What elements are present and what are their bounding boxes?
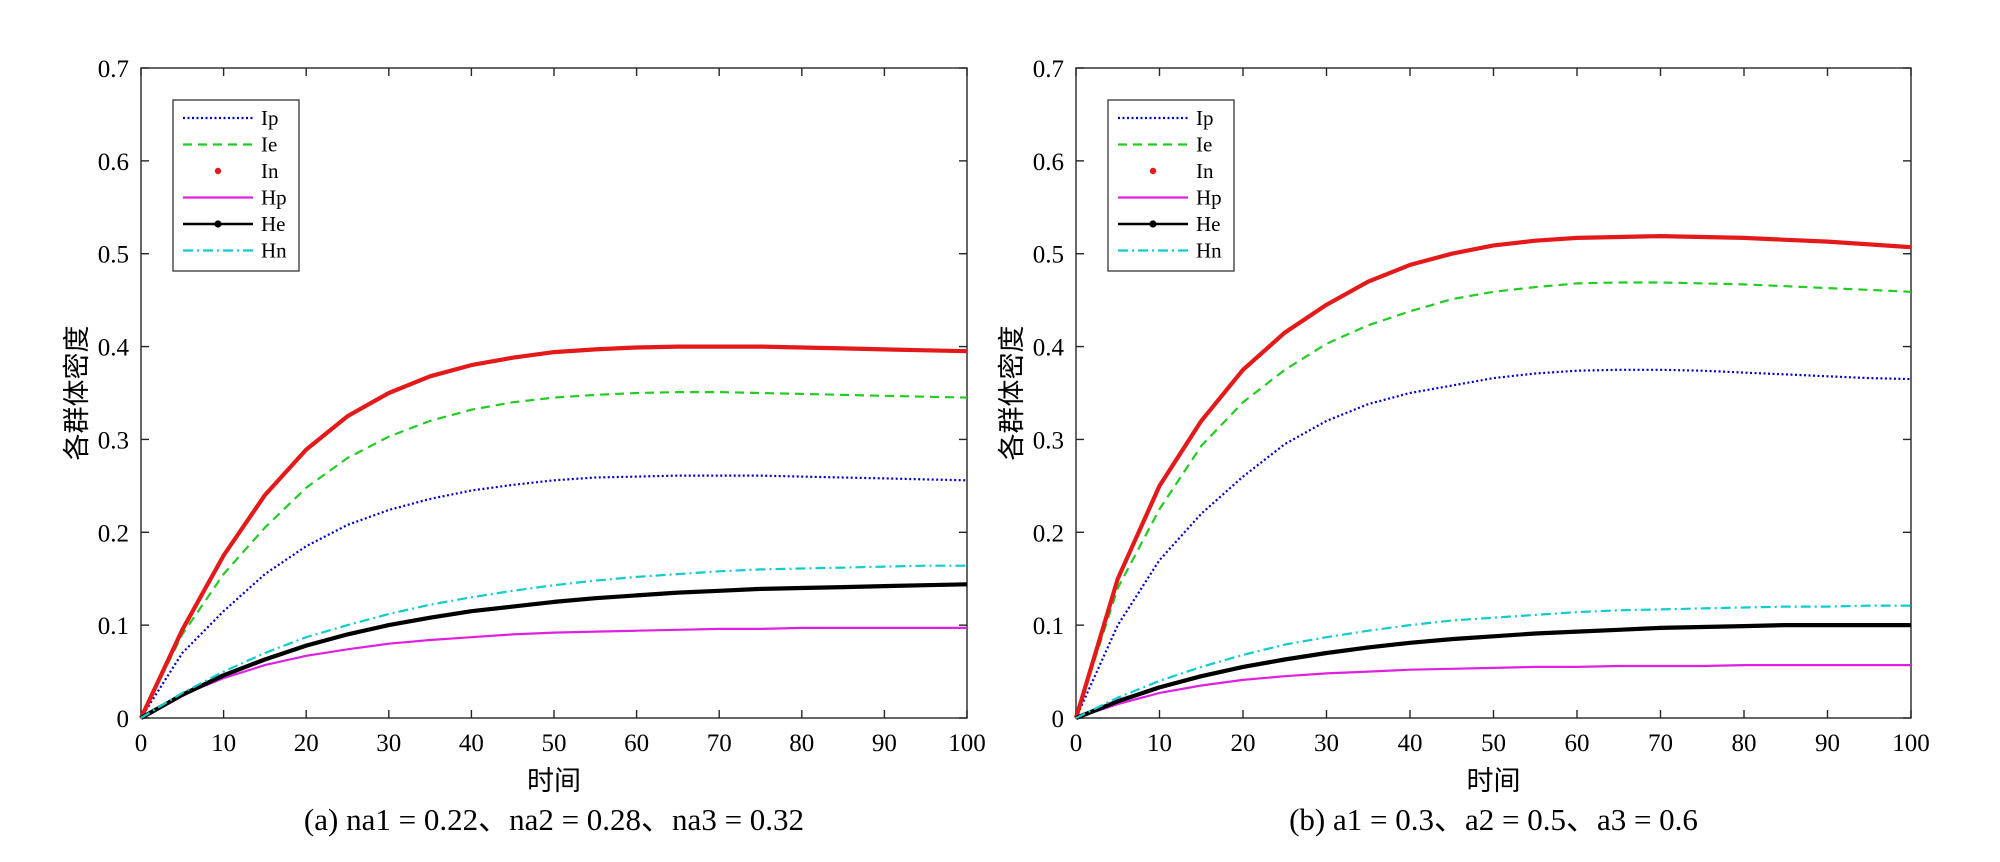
x-tick-label: 90 [1815, 730, 1840, 757]
y-axis-label: 各群体密度 [62, 326, 92, 461]
chart-panel-b: 0 10 20 30 40 50 60 70 80 90 100 0 0.1 0.2 0.3 0.4 0.5 0.… [997, 56, 1930, 837]
legend-box [172, 99, 300, 272]
x-tick-label: 20 [294, 730, 319, 757]
series-line-he [139, 582, 968, 720]
y-tick-label: 0 [1052, 706, 1065, 733]
x-tick-label: 100 [948, 730, 986, 757]
series-line-ie [1074, 281, 1912, 719]
series-line-in [139, 344, 968, 719]
y-tick-label: 0.4 [98, 335, 130, 362]
y-tick-label: 0.2 [98, 520, 129, 547]
y-tick-label: 0.7 [1033, 56, 1064, 83]
legend-label-ie: Ie [261, 133, 277, 157]
y-tick-label: 0 [117, 706, 130, 733]
x-tick-label: 40 [1398, 730, 1423, 757]
series-line-hp [140, 626, 967, 719]
y-tick-label: 0.7 [98, 56, 129, 83]
legend-label-ip: Ip [261, 106, 279, 130]
y-tick-label: 0.4 [1033, 335, 1065, 362]
legend-label-hp: Hp [1196, 186, 1222, 210]
x-tick-label: 90 [872, 730, 897, 757]
legend-label-ip: Ip [1196, 106, 1214, 130]
legend-label-hn: Hn [1196, 239, 1222, 263]
x-tick-label: 20 [1231, 730, 1256, 757]
legend-label-hn: Hn [261, 239, 287, 263]
legend-label-hp: Hp [261, 186, 287, 210]
legend-label-ie: Ie [1196, 133, 1212, 157]
y-tick-label: 0.1 [98, 613, 129, 640]
legend-label-he: He [261, 212, 286, 236]
legend-label-in: In [261, 159, 279, 183]
legend-marker-he [214, 220, 222, 228]
x-tick-label: 70 [1648, 730, 1673, 757]
legend-label-he: He [1196, 212, 1221, 236]
x-tick-label: 30 [1314, 730, 1339, 757]
legend-label-in: In [1196, 159, 1214, 183]
series-line-ie [140, 391, 968, 719]
chart-panel-a: 0 10 20 30 40 50 60 70 80 90 100 0 0.1 0.2 0.3 0.4 0.5 0.… [62, 56, 986, 837]
legend-box [1107, 99, 1235, 272]
series-line-ip [140, 474, 968, 719]
legend-marker-in [1149, 167, 1157, 175]
x-axis-label: 时间 [1467, 766, 1521, 796]
x-axis-label: 时间 [527, 766, 581, 796]
y-tick-label: 0.2 [1033, 520, 1064, 547]
x-tick-label: 10 [1147, 730, 1172, 757]
x-tick-label: 80 [789, 730, 814, 757]
x-tick-label: 30 [376, 730, 401, 757]
y-tick-label: 0.5 [1033, 242, 1064, 269]
series-line-he [1075, 622, 1911, 720]
figure-caption: (a) na1 = 0.22、na2 = 0.28、na3 = 0.32 [304, 802, 804, 837]
x-tick-label: 70 [707, 730, 732, 757]
y-tick-label: 0.6 [1033, 149, 1064, 176]
x-tick-label: 60 [624, 730, 649, 757]
y-tick-label: 0.3 [1033, 427, 1064, 454]
x-tick-label: 50 [1481, 730, 1506, 757]
y-tick-label: 0.1 [1033, 613, 1064, 640]
x-tick-label: 50 [542, 730, 567, 757]
series-line-hn [1075, 604, 1911, 719]
x-tick-label: 40 [459, 730, 484, 757]
y-axis-label: 各群体密度 [997, 326, 1027, 461]
x-tick-label: 60 [1565, 730, 1590, 757]
x-tick-label: 0 [1070, 730, 1083, 757]
x-tick-label: 80 [1732, 730, 1757, 757]
legend-marker-he [1149, 220, 1157, 228]
series-line-hn [140, 564, 967, 719]
x-tick-label: 100 [1892, 730, 1930, 757]
legend-marker-in [214, 167, 222, 175]
y-tick-label: 0.3 [98, 427, 129, 454]
y-tick-label: 0.5 [98, 242, 129, 269]
x-tick-label: 0 [135, 730, 148, 757]
x-tick-label: 10 [211, 730, 236, 757]
figure-caption: (b) a1 = 0.3、a2 = 0.5、a3 = 0.6 [1289, 802, 1698, 837]
series-line-hp [1075, 663, 1911, 720]
y-tick-label: 0.6 [98, 149, 129, 176]
series-line-in [1073, 234, 1912, 719]
